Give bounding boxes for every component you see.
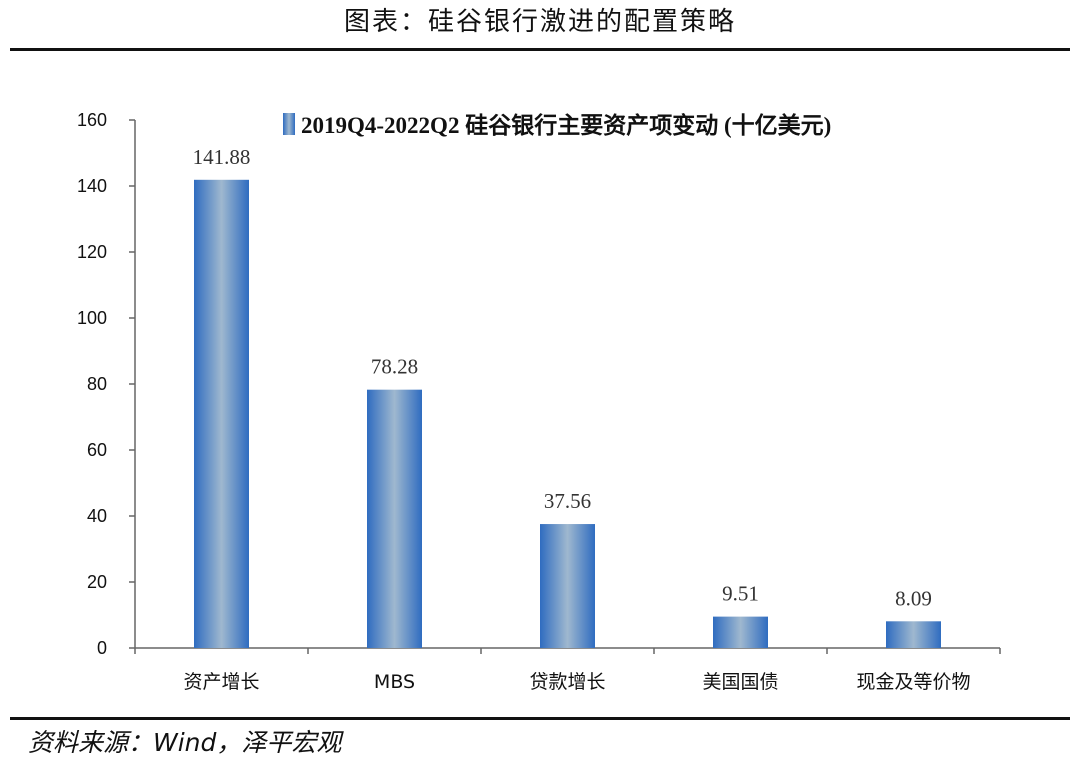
bar-3 [713,616,768,648]
y-tick-label: 20 [87,572,107,592]
data-label: 141.88 [193,145,251,169]
y-tick-label: 80 [87,374,107,394]
category-label: 资产增长 [183,671,259,693]
bar-chart: 0 20 40 60 80 100 120 140 160 141.88 资产增长 78.28 MBS… [77,110,1001,693]
y-tick-label: 100 [77,308,107,328]
legend-swatch [283,113,295,135]
y-tick-label: 60 [87,440,107,460]
data-label: 37.56 [544,489,591,513]
y-tick-label: 0 [97,638,107,658]
top-divider [10,48,1070,51]
source-note: 资料来源：Wind，泽平宏观 [28,728,342,757]
bar-2 [540,524,595,648]
y-tick-label: 160 [77,110,107,130]
category-label: 贷款增长 [529,671,605,693]
bar-0 [194,179,249,648]
chart-legend: 2019Q4-2022Q2 硅谷银行主要资产项变动 (十亿美元) [283,112,831,138]
category-label: MBS [374,671,415,693]
data-label: 8.09 [895,586,932,610]
category-label: 美国国债 [702,671,778,693]
bottom-divider [10,717,1070,720]
bar-1 [367,389,422,648]
chart-labels: 141.88 资产增长 78.28 MBS 37.56 贷款增长 9.51 美国国债 8.09 现… [183,145,970,693]
y-tick-label: 120 [77,242,107,262]
data-label: 9.51 [722,582,759,606]
legend-label: 2019Q4-2022Q2 硅谷银行主要资产项变动 (十亿美元) [301,112,831,138]
y-tick-label: 140 [77,176,107,196]
bar-4 [886,621,941,648]
chart-bars [194,179,941,648]
page-title: 图表：硅谷银行激进的配置策略 [343,7,736,37]
chart-axes: 0 20 40 60 80 100 120 140 160 [77,110,1001,658]
y-tick-label: 40 [87,506,107,526]
data-label: 78.28 [371,355,418,379]
category-label: 现金及等价物 [856,671,970,693]
